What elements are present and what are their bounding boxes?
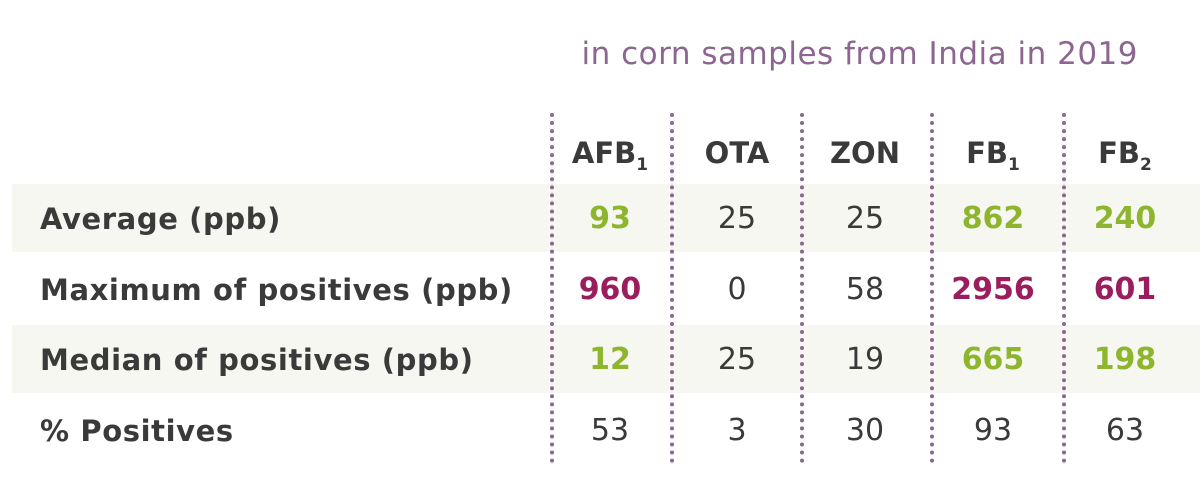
table-cell: 63 [1105,413,1145,448]
table-cell: 25 [845,201,885,236]
table-cell: 12 [589,342,631,377]
row-label: Maximum of positives (ppb) [40,273,513,307]
table-cell: 25 [717,201,757,236]
column-header: AFB1 [550,136,670,175]
table-cell: 198 [1093,342,1157,377]
table-cell: 58 [845,272,885,307]
table-cell: 862 [961,201,1025,236]
table-cell: 93 [589,201,631,236]
column-header-text: FB [1098,136,1141,170]
column-header: FB1 [933,136,1053,175]
row-label: % Positives [40,414,234,448]
table-cell: 601 [1093,272,1157,307]
column-header-text: FB [966,136,1009,170]
column-header-subscript: 1 [1008,154,1020,175]
row-label: Average (ppb) [40,202,281,236]
row-band [12,184,1200,252]
column-header-text: AFB [571,136,637,170]
subtitle: in corn samples from India in 2019 [581,36,1138,72]
table-cell: 960 [578,272,642,307]
column-header-subscript: 1 [636,154,649,175]
table-cell: 53 [590,413,630,448]
column-divider [670,113,674,463]
column-header-subscript: 2 [1140,154,1152,175]
table-cell: 93 [973,413,1013,448]
row-label: Median of positives (ppb) [40,343,474,377]
column-header: FB2 [1065,136,1185,175]
column-header-text: ZON [830,136,900,170]
row-band [12,325,1200,393]
column-divider [550,113,554,463]
table-cell: 240 [1093,201,1157,236]
column-header-text: OTA [704,136,770,170]
table-cell: 30 [845,413,885,448]
table-cell: 0 [727,272,747,307]
column-header: ZON [805,136,925,170]
table-cell: 19 [845,342,885,377]
column-divider [930,113,934,463]
table-cell: 665 [961,342,1025,377]
column-divider [1062,113,1066,463]
column-divider [800,113,804,463]
table-cell: 25 [717,342,757,377]
column-header: OTA [677,136,797,170]
table-cell: 2956 [951,272,1035,307]
table-cell: 3 [727,413,747,448]
